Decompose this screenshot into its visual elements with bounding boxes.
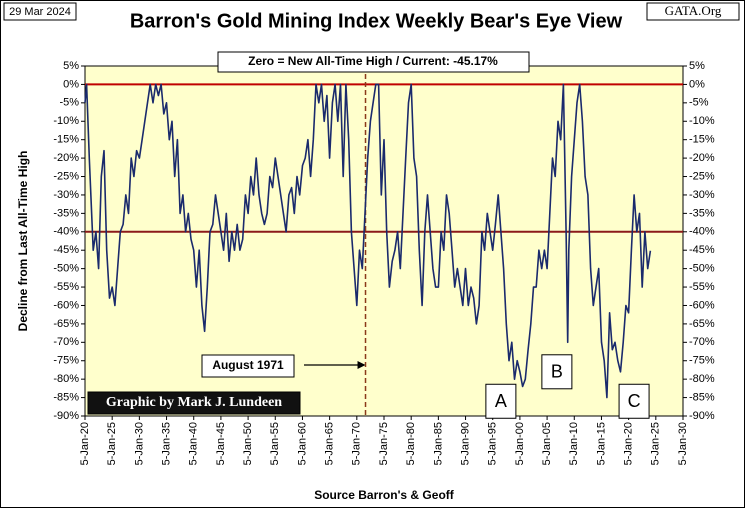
x-tick-label: 5-Jan-70 bbox=[351, 422, 363, 465]
credit: Graphic by Mark J. Lundeen bbox=[106, 395, 282, 410]
site-label: GATA.Org bbox=[665, 3, 722, 18]
marker-label: B bbox=[551, 362, 563, 382]
y2-tick-label: -75% bbox=[689, 355, 715, 367]
annotation-box bbox=[201, 354, 295, 378]
chart-title: Barron's Gold Mining Index Weekly Bear's… bbox=[130, 10, 623, 32]
y-tick-label: -50% bbox=[53, 263, 79, 275]
x-tick-label: 5-Jan-80 bbox=[405, 422, 417, 465]
x-tick-label: 5-Jan-50 bbox=[242, 422, 254, 465]
x-axis-label: Source Barron's & Geoff bbox=[314, 488, 455, 502]
x-tick-label: 5-Jan-95 bbox=[487, 422, 499, 465]
x-tick-label: 5-Jan-90 bbox=[459, 422, 471, 465]
y2-tick-label: -60% bbox=[689, 299, 715, 311]
y2-tick-label: -70% bbox=[689, 336, 715, 348]
x-tick-label: 5-Jan-20 bbox=[79, 422, 91, 465]
site-box bbox=[646, 2, 740, 21]
y-tick-label: -80% bbox=[53, 373, 79, 385]
y-tick-label: -5% bbox=[59, 97, 79, 109]
y-tick-label: -55% bbox=[53, 281, 79, 293]
credit-box bbox=[87, 391, 301, 415]
x-tick-label: 5-Jan-65 bbox=[324, 422, 336, 465]
x-tick-label: 5-Jan-75 bbox=[378, 422, 390, 465]
y-tick-label: -10% bbox=[53, 115, 79, 127]
x-tick-label: 5-Jan-25 bbox=[650, 422, 662, 465]
marker-box bbox=[541, 354, 573, 390]
date-box bbox=[3, 2, 77, 21]
y2-tick-label: -30% bbox=[689, 189, 715, 201]
marker-box bbox=[618, 383, 650, 419]
y-tick-label: -75% bbox=[53, 355, 79, 367]
y-tick-label: -65% bbox=[53, 318, 79, 330]
y2-tick-label: -55% bbox=[689, 281, 715, 293]
x-tick-label: 5-Jan-10 bbox=[568, 422, 580, 465]
y2-tick-label: 0% bbox=[689, 78, 705, 90]
y2-tick-label: -65% bbox=[689, 318, 715, 330]
series-line bbox=[84, 83, 652, 399]
marker-label: A bbox=[495, 391, 507, 411]
y2-tick-label: -80% bbox=[689, 373, 715, 385]
x-tick-label: 5-Jan-30 bbox=[677, 422, 689, 465]
x-tick-label: 5-Jan-20 bbox=[623, 422, 635, 465]
y2-tick-label: -35% bbox=[689, 207, 715, 219]
y2-tick-label: -25% bbox=[689, 170, 715, 182]
y2-tick-label: -20% bbox=[689, 152, 715, 164]
y2-tick-label: -85% bbox=[689, 391, 715, 403]
y-tick-label: -15% bbox=[53, 134, 79, 146]
y-tick-label: -40% bbox=[53, 226, 79, 238]
y-axis-label: Decline from Last All-Time High bbox=[16, 151, 30, 332]
x-tick-label: 5-Jan-35 bbox=[160, 422, 172, 465]
plot-area bbox=[84, 65, 684, 417]
y-tick-label: -90% bbox=[53, 410, 79, 422]
y-tick-label: -85% bbox=[53, 391, 79, 403]
x-tick-label: 5-Jan-05 bbox=[541, 422, 553, 465]
y-tick-label: -20% bbox=[53, 152, 79, 164]
y2-tick-label: -40% bbox=[689, 226, 715, 238]
y2-tick-label: -90% bbox=[689, 410, 715, 422]
x-tick-label: 5-Jan-25 bbox=[106, 422, 118, 465]
annotation: August 1971 bbox=[212, 358, 284, 372]
x-tick-label: 5-Jan-15 bbox=[595, 422, 607, 465]
x-tick-label: 5-Jan-55 bbox=[269, 422, 281, 465]
y2-tick-label: -5% bbox=[689, 97, 709, 109]
y2-tick-label: -10% bbox=[689, 115, 715, 127]
y2-tick-label: -15% bbox=[689, 134, 715, 146]
y-tick-label: -60% bbox=[53, 299, 79, 311]
subtitle: Zero = New All-Time High / Current: -45.… bbox=[248, 54, 498, 68]
y2-tick-label: -45% bbox=[689, 244, 715, 256]
x-tick-label: 5-Jan-45 bbox=[215, 422, 227, 465]
subtitle-box bbox=[217, 51, 530, 73]
y2-tick-label: -50% bbox=[689, 263, 715, 275]
x-tick-label: 5-Jan-60 bbox=[296, 422, 308, 465]
marker-label: C bbox=[628, 391, 641, 411]
y-tick-label: -70% bbox=[53, 336, 79, 348]
y-tick-label: -30% bbox=[53, 189, 79, 201]
x-tick-label: 5-Jan-40 bbox=[188, 422, 200, 465]
x-tick-label: 5-Jan-00 bbox=[514, 422, 526, 465]
date-label: 29 Mar 2024 bbox=[9, 6, 71, 18]
y-tick-label: -25% bbox=[53, 170, 79, 182]
marker-box bbox=[485, 383, 517, 419]
x-tick-label: 5-Jan-85 bbox=[432, 422, 444, 465]
x-tick-label: 5-Jan-30 bbox=[133, 422, 145, 465]
y-tick-label: -35% bbox=[53, 207, 79, 219]
y-tick-label: 0% bbox=[63, 78, 79, 90]
y-tick-label: 5% bbox=[63, 60, 79, 72]
arrow-head bbox=[357, 361, 366, 369]
y2-tick-label: 5% bbox=[689, 60, 705, 72]
y-tick-label: -45% bbox=[53, 244, 79, 256]
